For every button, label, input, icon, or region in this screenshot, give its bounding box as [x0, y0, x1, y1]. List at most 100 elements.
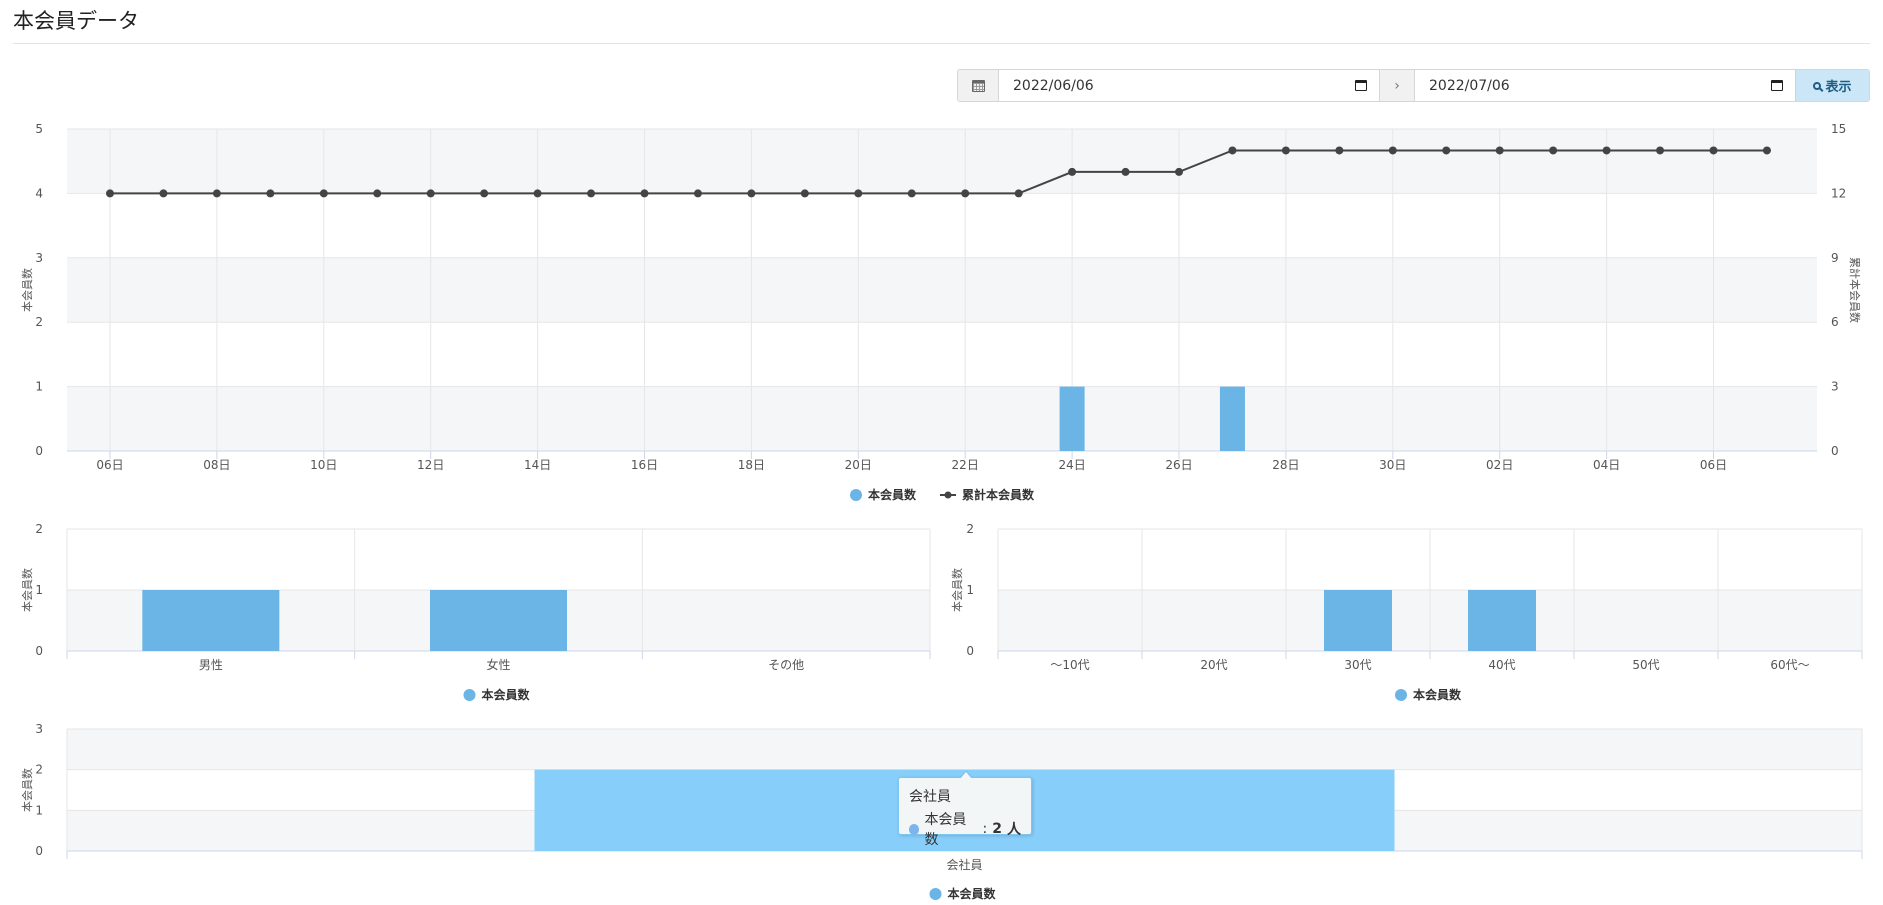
cumulative-point — [159, 189, 168, 198]
cumulative-point — [1442, 146, 1451, 155]
occupation-chart-band — [67, 729, 1862, 770]
cumulative-point — [1388, 146, 1397, 155]
cumulative-point — [480, 189, 489, 198]
age-chart-bar — [1324, 590, 1392, 651]
date-separator: › — [1379, 70, 1415, 101]
search-icon — [1813, 81, 1822, 90]
daily-chart-right-tick-label: 9 — [1831, 251, 1839, 265]
end-date-picker-icon[interactable] — [1771, 80, 1783, 91]
tooltip-title: 会社員 — [909, 789, 951, 805]
gender-chart-tick-label: 1 — [35, 583, 43, 597]
cumulative-point — [747, 189, 756, 198]
cumulative-point — [1175, 167, 1183, 176]
cumulative-point — [1762, 146, 1771, 155]
daily-chart-right-tick-label: 12 — [1831, 186, 1846, 200]
age-chart-legend-label: 本会員数 — [1413, 687, 1462, 702]
title-divider — [13, 43, 1870, 44]
calendar-icon — [958, 70, 999, 101]
cumulative-point — [1495, 146, 1504, 155]
cumulative-point — [1121, 167, 1130, 176]
daily-chart-legend-label: 累計本会員数 — [962, 487, 1035, 502]
occupation-chart-ylabel: 本会員数 — [20, 768, 34, 812]
gender-chart-legend-label: 本会員数 — [482, 687, 531, 702]
daily-chart-right-tick-label: 0 — [1831, 444, 1839, 458]
cumulative-point — [533, 189, 542, 198]
age-chart-tick-label: 0 — [966, 644, 974, 658]
daily-chart-x-tick-label: 16日 — [631, 458, 658, 472]
age-chart-tick-label: 2 — [966, 522, 974, 536]
cumulative-line — [110, 149, 1767, 195]
cumulative-point — [319, 189, 328, 198]
daily-chart-x-tick-label: 04日 — [1593, 458, 1620, 472]
cumulative-point — [640, 189, 649, 198]
age-chart-x-tick-label: 20代 — [1200, 658, 1227, 672]
daily-chart-x-tick-label: 12日 — [417, 458, 444, 472]
show-button[interactable]: 表示 — [1795, 70, 1869, 101]
cumulative-point — [587, 189, 596, 198]
cumulative-point — [1281, 146, 1290, 155]
age-chart-x-tick-label: 40代 — [1488, 658, 1515, 672]
gender-chart-bar — [430, 590, 567, 651]
cumulative-point — [426, 189, 435, 198]
age-chart-legend-marker — [1395, 689, 1407, 701]
occupation-chart-legend-marker — [929, 888, 942, 900]
occupation-chart-tick-label: 2 — [35, 763, 43, 777]
daily-chart-x-tick-label: 06日 — [1700, 458, 1727, 472]
chart-tooltip: 会社員 本会員数: 2 人 — [898, 770, 1032, 848]
daily-bar — [1219, 386, 1245, 451]
gender-chart-ylabel: 本会員数 — [20, 568, 34, 612]
daily-chart-left-tick-label: 0 — [35, 444, 43, 458]
daily-chart-left-tick-label: 5 — [35, 122, 43, 136]
daily-chart-x-tick-label: 20日 — [845, 458, 872, 472]
cumulative-point — [1602, 146, 1611, 155]
gender-chart-bar — [142, 590, 280, 651]
daily-chart-x-tick-label: 08日 — [203, 458, 230, 472]
cumulative-point — [961, 189, 970, 198]
daily-chart-x-tick-label: 06日 — [96, 458, 123, 472]
gender-chart-legend-marker — [463, 689, 476, 701]
cumulative-point — [212, 189, 221, 198]
age-chart-x-tick-label: 50代 — [1632, 658, 1659, 672]
occupation-chart-tick-label: 1 — [35, 803, 43, 817]
show-button-label: 表示 — [1825, 80, 1852, 95]
cumulative-point — [266, 189, 275, 198]
cumulative-point — [907, 189, 916, 198]
daily-chart-x-tick-label: 02日 — [1486, 458, 1513, 472]
cumulative-point — [1228, 146, 1237, 155]
daily-chart-x-tick-label: 10日 — [310, 458, 337, 472]
age-chart-x-tick-label: 60代〜 — [1770, 658, 1809, 672]
age-chart-bar — [1468, 590, 1536, 651]
occupation-chart-tick-label: 0 — [35, 844, 43, 858]
daily-chart-x-tick-label: 14日 — [524, 458, 551, 472]
daily-bar — [1059, 386, 1085, 451]
occupation-chart-tick-label: 3 — [35, 722, 43, 736]
daily-chart-left-tick-label: 2 — [35, 315, 43, 329]
daily-chart-left-tick-label: 4 — [35, 186, 43, 200]
daily-chart-legend-marker — [944, 491, 952, 499]
daily-chart-legend-label: 本会員数 — [868, 487, 917, 502]
occupation-chart-legend-label: 本会員数 — [948, 886, 997, 901]
gender-chart-x-tick-label: その他 — [768, 658, 804, 672]
age-chart-ylabel: 本会員数 — [950, 568, 964, 612]
daily-chart-left-tick-label: 3 — [35, 251, 43, 265]
page-title: 本会員データ — [13, 9, 139, 33]
age-chart-x-tick-label: 30代 — [1344, 658, 1371, 672]
cumulative-point — [800, 189, 809, 198]
daily-chart-x-tick-label: 22日 — [952, 458, 979, 472]
tooltip-series-name: 本会員数 — [924, 812, 967, 848]
daily-chart-right-tick-label: 15 — [1831, 122, 1846, 136]
gender-chart-tick-label: 2 — [35, 522, 43, 536]
daily-chart-left-tick-label: 1 — [35, 380, 43, 394]
tooltip-value: 2 — [992, 821, 1002, 837]
daily-chart-x-tick-label: 26日 — [1165, 458, 1192, 472]
end-date-input[interactable]: 2022/07/06 — [1415, 70, 1795, 101]
cumulative-point — [1335, 146, 1344, 155]
start-date-picker-icon[interactable] — [1355, 80, 1367, 91]
daily-chart-x-tick-label: 24日 — [1058, 458, 1085, 472]
start-date-input[interactable]: 2022/06/06 — [999, 70, 1379, 101]
end-date-value: 2022/07/06 — [1429, 77, 1510, 94]
daily-chart-legend-marker — [850, 489, 862, 501]
occupation-chart-x-tick-label: 会社員 — [946, 857, 982, 872]
gender-chart-x-tick-label: 男性 — [199, 658, 223, 672]
cumulative-point — [854, 189, 863, 198]
